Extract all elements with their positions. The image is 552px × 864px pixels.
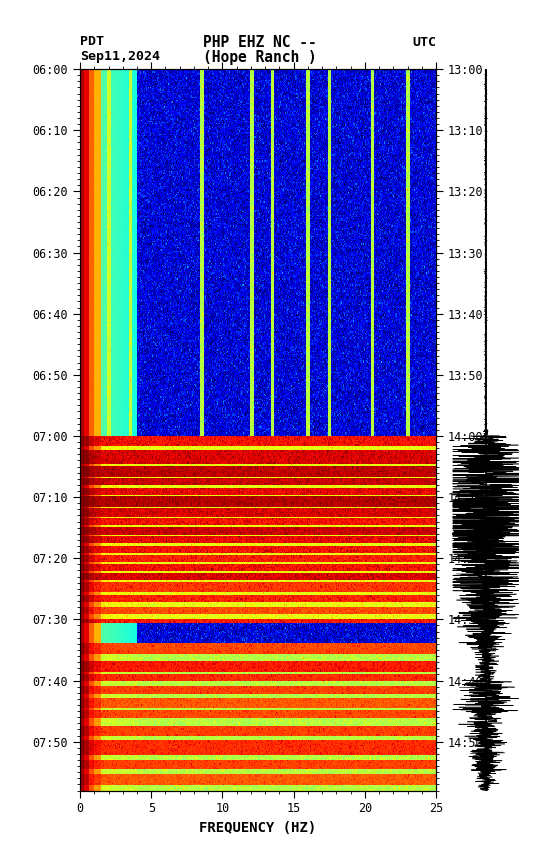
Text: PHP EHZ NC --: PHP EHZ NC -- — [203, 35, 316, 49]
Text: UTC: UTC — [412, 35, 436, 49]
Text: Sep11,2024: Sep11,2024 — [80, 50, 160, 63]
Text: PDT: PDT — [80, 35, 104, 48]
X-axis label: FREQUENCY (HZ): FREQUENCY (HZ) — [199, 821, 317, 835]
Text: (Hope Ranch ): (Hope Ranch ) — [203, 50, 316, 65]
